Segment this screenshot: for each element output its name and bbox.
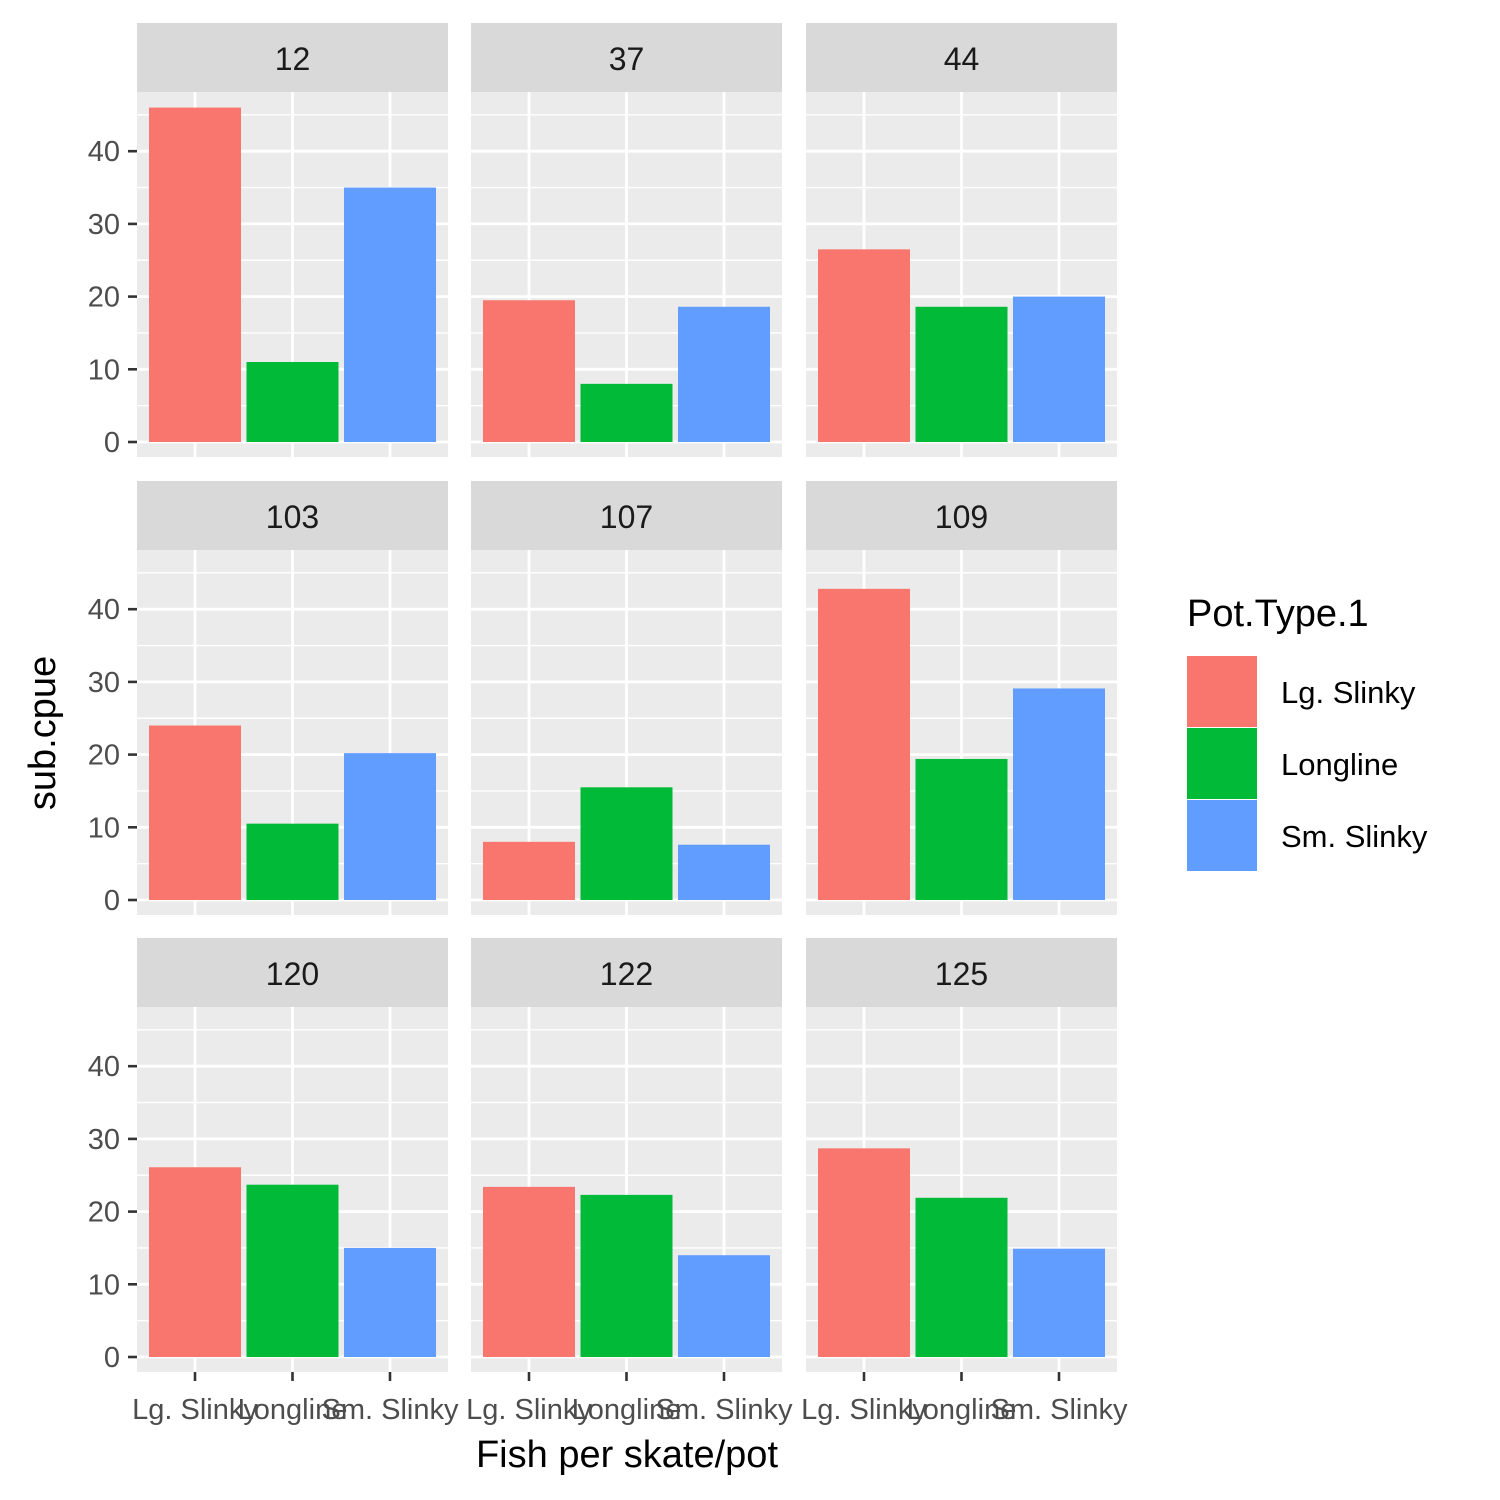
facet-panel-44: 44 xyxy=(806,23,1117,457)
bar-37-longline xyxy=(580,383,673,442)
x-tick-label: Longline xyxy=(572,1394,682,1426)
y-tick-label: 10 xyxy=(88,812,120,844)
bar-109-lg-slinky xyxy=(818,588,910,900)
x-tick-label: Lg. Slinky xyxy=(466,1394,592,1426)
facet-strip xyxy=(471,938,782,1007)
x-tick-label: Sm. Slinky xyxy=(322,1394,459,1426)
legend-label-lg-slinky: Lg. Slinky xyxy=(1281,675,1416,710)
bar-125-longline xyxy=(915,1197,1008,1357)
facet-panel-37: 37 xyxy=(471,23,782,457)
bar-125-sm-slinky xyxy=(1013,1248,1105,1357)
bar-120-sm-slinky xyxy=(344,1247,436,1357)
legend-key-longline xyxy=(1187,728,1257,799)
y-tick-label: 10 xyxy=(88,354,120,386)
legend-label-sm-slinky: Sm. Slinky xyxy=(1281,819,1428,854)
facet-strip-label: 37 xyxy=(609,41,645,77)
bar-122-sm-slinky xyxy=(678,1255,770,1357)
x-tick-label: Longline xyxy=(238,1394,348,1426)
legend: Pot.Type.1 Lg. Slinky Longline Sm. Slinky xyxy=(1187,593,1428,871)
legend-key-sm-slinky xyxy=(1187,800,1257,871)
bar-103-lg-slinky xyxy=(149,725,241,900)
y-axis-title: sub.cpue xyxy=(22,656,64,810)
facet-strip xyxy=(806,481,1117,550)
facet-panel-12: 12 xyxy=(137,23,448,457)
y-tick-label: 20 xyxy=(88,1197,120,1229)
bar-103-sm-slinky xyxy=(344,753,436,900)
facet-panel-103: 103 xyxy=(137,481,448,915)
y-tick-label: 10 xyxy=(88,1269,120,1301)
facet-strip-label: 44 xyxy=(944,41,980,77)
facet-panel-107: 107 xyxy=(471,481,782,915)
x-tick-label: Sm. Slinky xyxy=(991,1394,1128,1426)
bar-44-lg-slinky xyxy=(818,249,910,442)
facet-strip xyxy=(137,23,448,92)
facet-strip-label: 103 xyxy=(266,499,319,535)
bar-122-lg-slinky xyxy=(483,1186,575,1357)
bar-107-lg-slinky xyxy=(483,841,575,900)
bar-125-lg-slinky xyxy=(818,1148,910,1357)
x-tick-label: Longline xyxy=(907,1394,1017,1426)
facet-strip xyxy=(137,481,448,550)
facet-panel-120: 120 xyxy=(137,938,448,1372)
bar-44-longline xyxy=(915,306,1008,442)
facet-strip xyxy=(137,938,448,1007)
y-tick-label: 30 xyxy=(88,1124,120,1156)
bar-120-longline xyxy=(246,1184,339,1357)
bar-122-longline xyxy=(580,1194,673,1357)
legend-label-longline: Longline xyxy=(1281,747,1398,782)
legend-title: Pot.Type.1 xyxy=(1187,593,1369,635)
facet-strip-label: 120 xyxy=(266,956,319,992)
facet-panel-125: 125 xyxy=(806,938,1117,1372)
legend-key-lg-slinky xyxy=(1187,656,1257,727)
y-tick-label: 20 xyxy=(88,740,120,772)
y-tick-label: 40 xyxy=(88,136,120,168)
facet-strip xyxy=(471,481,782,550)
bar-109-sm-slinky xyxy=(1013,688,1105,900)
bar-44-sm-slinky xyxy=(1013,296,1105,442)
y-tick-label: 20 xyxy=(88,282,120,314)
facet-strip xyxy=(806,23,1117,92)
bar-37-sm-slinky xyxy=(678,306,770,442)
facet-panel-109: 109 xyxy=(806,481,1117,915)
x-axis-title: Fish per skate/pot xyxy=(476,1434,778,1476)
y-tick-label: 0 xyxy=(104,427,120,459)
bar-12-sm-slinky xyxy=(344,187,436,442)
facet-strip-label: 109 xyxy=(935,499,988,535)
bar-109-longline xyxy=(915,758,1008,900)
bar-107-sm-slinky xyxy=(678,844,770,900)
facet-strip-label: 125 xyxy=(935,956,988,992)
bar-107-longline xyxy=(580,787,673,900)
y-tick-label: 40 xyxy=(88,594,120,626)
bar-120-lg-slinky xyxy=(149,1167,241,1357)
y-tick-label: 0 xyxy=(104,885,120,917)
facet-strip xyxy=(471,23,782,92)
facet-strip xyxy=(806,938,1117,1007)
bar-37-lg-slinky xyxy=(483,300,575,442)
facet-strip-label: 12 xyxy=(275,41,311,77)
facet-strip-label: 107 xyxy=(600,499,653,535)
x-tick-label: Lg. Slinky xyxy=(801,1394,927,1426)
y-tick-label: 40 xyxy=(88,1051,120,1083)
facet-strip-label: 122 xyxy=(600,956,653,992)
x-tick-label: Sm. Slinky xyxy=(656,1394,793,1426)
bar-12-lg-slinky xyxy=(149,107,241,442)
bar-12-longline xyxy=(246,362,339,442)
y-tick-label: 30 xyxy=(88,209,120,241)
y-tick-label: 0 xyxy=(104,1342,120,1374)
facet-panels: 12 37 44 103 107 109 120 122 125 xyxy=(137,23,1117,1372)
bar-103-longline xyxy=(246,823,339,900)
x-tick-label: Lg. Slinky xyxy=(132,1394,258,1426)
legend-items: Lg. Slinky Longline Sm. Slinky xyxy=(1187,656,1428,871)
y-tick-label: 30 xyxy=(88,667,120,699)
facet-panel-122: 122 xyxy=(471,938,782,1372)
